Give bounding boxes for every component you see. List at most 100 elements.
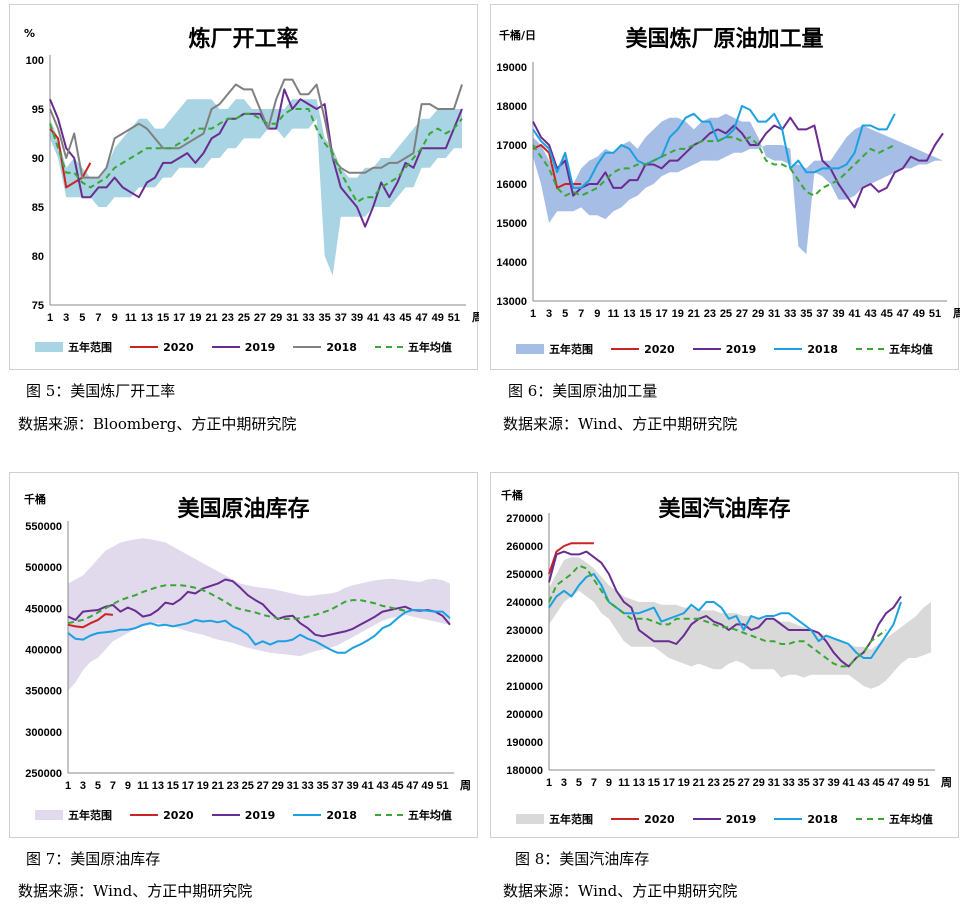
series-line-2020	[67, 613, 114, 629]
legend-item-band: 五年范围	[35, 807, 112, 823]
x-tick-label: 31	[768, 308, 780, 320]
legend-label: 2019	[244, 808, 276, 822]
y-axis-unit: 千桶	[24, 493, 46, 506]
series-line-2018	[67, 609, 451, 654]
x-tick-label: 5	[95, 780, 101, 792]
x-tick-label: 15	[167, 780, 179, 792]
x-tick-label: 31	[768, 777, 780, 789]
x-tick-label: 17	[182, 780, 194, 792]
x-tick-label: 35	[317, 780, 329, 792]
x-tick-label: 9	[112, 312, 118, 324]
y-tick-label: 16000	[496, 179, 527, 191]
legend-line	[692, 818, 721, 820]
y-tick-label: 250000	[25, 768, 62, 780]
series-line-2019	[49, 88, 463, 228]
x-tick-label: 7	[110, 780, 116, 792]
x-tick-label: 27	[254, 312, 266, 324]
y-tick-label: 15000	[496, 218, 527, 230]
legend-label: 2019	[725, 812, 757, 826]
x-tick-label: 7	[578, 308, 584, 320]
legend-line	[293, 346, 322, 348]
chart-legend: 五年范围 2020 2019 2018 五年均值	[10, 339, 477, 355]
x-tick-label: 39	[828, 777, 840, 789]
legend-label: 2020	[163, 340, 194, 354]
x-tick-label: 51	[436, 780, 448, 792]
x-tick-label: 39	[347, 780, 359, 792]
y-tick-label: 450000	[25, 603, 62, 615]
x-tick-label: 47	[415, 312, 427, 324]
chart-plot: 250000 300000 350000 400000 450000 500000 5500…	[25, 521, 471, 792]
x-tick-label: 9	[606, 777, 612, 789]
x-tick-label: 27	[257, 780, 269, 792]
x-tick-label: 41	[367, 312, 379, 324]
x-tick-label: 49	[421, 780, 433, 792]
x-tick-label: 1	[546, 777, 552, 789]
x-tick-label: 7	[95, 312, 101, 324]
series-line-2018	[532, 105, 896, 189]
x-tick-label: 11	[125, 312, 137, 324]
x-axis-label: 周	[953, 307, 960, 320]
x-tick-label: 25	[238, 312, 250, 324]
series-line-2020	[49, 127, 92, 189]
x-tick-label: 29	[272, 780, 284, 792]
x-tick-label: 43	[376, 780, 388, 792]
x-tick-label: 13	[141, 312, 153, 324]
x-tick-label: 37	[816, 308, 828, 320]
x-tick-label: 31	[287, 780, 299, 792]
source-caption: 数据来源：Bloomberg、方正中期研究院	[18, 415, 297, 433]
x-tick-label: 9	[594, 308, 600, 320]
y-tick-label: 210000	[506, 681, 543, 693]
legend-item-band: 五年范围	[35, 339, 112, 355]
x-tick-label: 11	[608, 308, 620, 320]
legend-line	[130, 346, 159, 348]
legend-label: 2019	[725, 342, 757, 356]
chart-plot: 180000 190000 200000 210000 220000 230000 2400…	[506, 513, 952, 789]
legend-label: 2020	[163, 808, 194, 822]
chart-title: 美国原油库存	[177, 497, 310, 522]
x-tick-label: 15	[157, 312, 169, 324]
y-tick-label: 18000	[496, 101, 527, 113]
y-tick-label: 80	[32, 251, 44, 263]
legend-item-average: 五年均值	[374, 339, 452, 355]
x-tick-label: 49	[902, 777, 914, 789]
legend-item-2019: 2019	[211, 341, 275, 354]
x-tick-label: 27	[736, 308, 748, 320]
y-tick-label: 90	[32, 153, 44, 165]
legend-label: 五年范围	[68, 341, 113, 354]
y-tick-label: 220000	[506, 653, 543, 665]
y-axis-unit: 千桶/日	[499, 29, 537, 42]
x-tick-label: 41	[848, 308, 860, 320]
legend-item-2019: 2019	[692, 342, 757, 356]
x-tick-label: 35	[798, 777, 810, 789]
x-tick-label: 51	[929, 308, 941, 320]
x-tick-label: 37	[332, 780, 344, 792]
x-tick-label: 1	[65, 780, 71, 792]
legend-item-band: 五年范围	[516, 811, 593, 827]
legend-swatch	[516, 344, 545, 354]
x-tick-label: 47	[887, 777, 899, 789]
x-axis-label: 周	[460, 779, 471, 792]
x-tick-label: 41	[361, 780, 373, 792]
x-tick-label: 51	[448, 312, 460, 324]
x-tick-label: 25	[242, 780, 254, 792]
y-tick-label: 250000	[506, 569, 543, 581]
chart-panel-gasoline-inventory: 美国汽油库存 千桶 180000 190000 200000 210000 220000…	[490, 472, 959, 838]
y-tick-label: 95	[32, 104, 44, 116]
series-line-average	[548, 564, 887, 668]
x-tick-label: 45	[391, 780, 403, 792]
legend-item-average: 五年均值	[374, 807, 452, 823]
x-tick-label: 3	[546, 308, 552, 320]
y-axis-unit: %	[24, 27, 36, 40]
legend-label: 五年均值	[407, 341, 452, 354]
x-tick-label: 17	[663, 777, 675, 789]
chart-panel-crude-runs: 美国炼厂原油加工量 千桶/日 13000 14000 15000 16000 17000…	[490, 4, 960, 370]
legend-item-2019: 2019	[692, 812, 757, 826]
series-line-average	[67, 584, 406, 625]
y-tick-label: 400000	[25, 645, 62, 657]
x-tick-label: 1	[47, 312, 53, 324]
legend-item-2018: 2018	[293, 809, 357, 822]
x-tick-label: 49	[432, 312, 444, 324]
series-line-2019	[67, 578, 451, 638]
legend-line	[855, 818, 884, 820]
